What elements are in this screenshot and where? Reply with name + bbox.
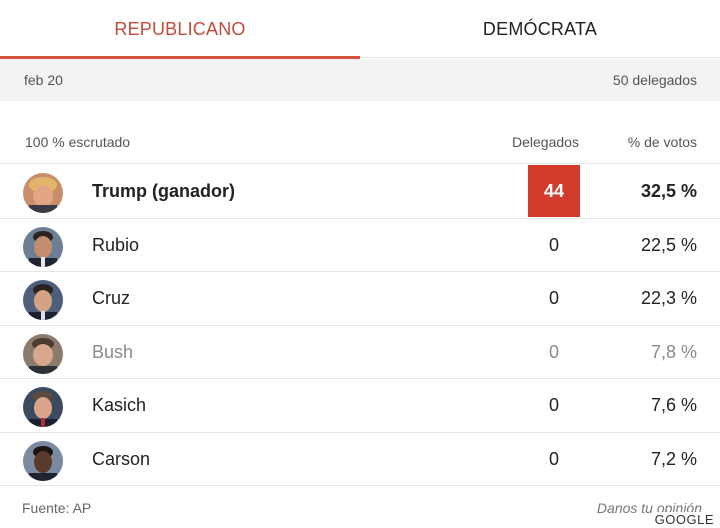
candidate-name: Carson: [92, 448, 151, 469]
delegates-count: 0: [548, 288, 559, 308]
delegates-column-header: Delegados: [512, 134, 579, 150]
results-table: Trump (ganador) 44 32,5 % Rubio 0 22,5 %…: [0, 165, 720, 486]
results-header: 100 % escrutado Delegados % de votos: [0, 122, 720, 164]
footer: Fuente: AP Danos tu opinión GOOGLE: [0, 488, 720, 528]
tab-republicano[interactable]: REPUBLICANO: [0, 0, 360, 59]
election-date: feb 20: [24, 72, 63, 88]
table-row[interactable]: Kasich 0 7,6 %: [0, 379, 720, 433]
trump-avatar: [23, 173, 63, 213]
table-row[interactable]: Trump (ganador) 44 32,5 %: [0, 165, 720, 219]
candidate-name: Cruz: [92, 288, 131, 308]
vote-percentage: 7,6 %: [650, 395, 697, 415]
vote-percentage: 22,5 %: [640, 234, 697, 255]
candidate-name: Kasich: [92, 395, 147, 415]
carson-avatar: [23, 440, 63, 481]
table-row[interactable]: Rubio 0 22,5 %: [0, 219, 720, 272]
kasich-avatar: [23, 387, 63, 427]
table-row[interactable]: Carson 0 7,2 %: [0, 433, 720, 486]
vote-percentage: 7,2 %: [650, 448, 697, 469]
tab-democrata[interactable]: DEMÓCRATA: [482, 18, 598, 39]
vote-percentage: 7,8 %: [650, 341, 697, 362]
delegates-count: 0: [548, 341, 559, 362]
delegates-count: 0: [548, 395, 559, 415]
delegates-count: 0: [548, 234, 559, 255]
count-status: 100 % escrutado: [25, 134, 131, 150]
source-label: Fuente: AP: [22, 500, 92, 516]
votes-column-header: % de votos: [627, 134, 697, 150]
info-bar: feb 20 50 delegados: [0, 59, 720, 101]
winner-delegates-badge: 44: [528, 165, 580, 217]
delegates-total: 50 delegados: [612, 72, 697, 88]
candidate-name: Bush: [92, 341, 134, 362]
vote-percentage: 32,5 %: [640, 181, 697, 201]
table-row[interactable]: Bush 0 7,8 %: [0, 326, 720, 379]
vote-percentage: 22,3 %: [640, 288, 697, 308]
google-watermark: GOOGLE: [652, 512, 716, 527]
table-row[interactable]: Cruz 0 22,3 %: [0, 272, 720, 326]
candidate-name: Rubio: [92, 234, 140, 255]
party-tabs: REPUBLICANO DEMÓCRATA: [0, 0, 720, 59]
delegates-count: 0: [548, 448, 559, 469]
cruz-avatar: [23, 280, 63, 320]
candidate-name: Trump (ganador): [92, 181, 235, 201]
bush-avatar: [23, 333, 63, 374]
rubio-avatar: [23, 226, 63, 267]
